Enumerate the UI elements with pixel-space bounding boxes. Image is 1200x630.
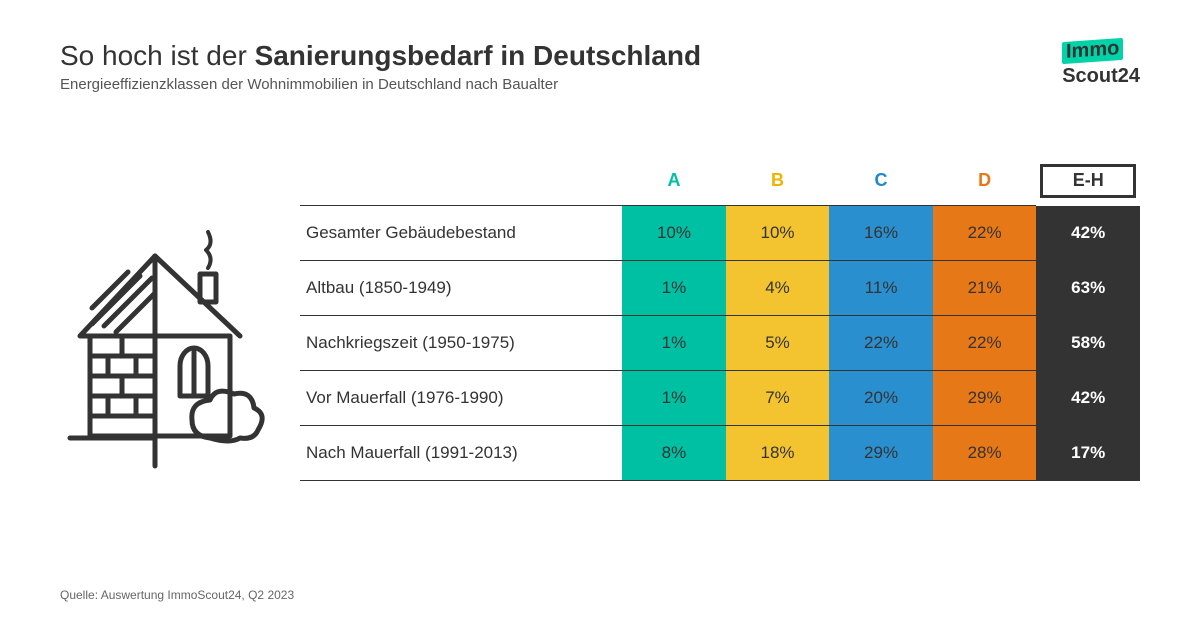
cell-b: 18%	[726, 426, 830, 481]
table-header-row: A B C D E-H	[300, 160, 1140, 206]
cell-a: 1%	[622, 316, 726, 371]
infographic-page: So hoch ist der Sanierungsbedarf in Deut…	[0, 0, 1200, 630]
row-label: Vor Mauerfall (1976-1990)	[300, 371, 622, 426]
header-col-c: C	[829, 160, 933, 206]
logo-line1: Immo	[1062, 38, 1123, 64]
header-col-b: B	[726, 160, 830, 206]
header-col-d: D	[933, 160, 1037, 206]
cell-c: 29%	[829, 426, 933, 481]
table-row: Altbau (1850-1949)1%4%11%21%63%	[300, 261, 1140, 316]
table-row: Vor Mauerfall (1976-1990)1%7%20%29%42%	[300, 371, 1140, 426]
row-label: Nachkriegszeit (1950-1975)	[300, 316, 622, 371]
row-label: Nach Mauerfall (1991-2013)	[300, 426, 622, 481]
header: So hoch ist der Sanierungsbedarf in Deut…	[60, 40, 1140, 93]
cell-e: 58%	[1036, 316, 1140, 371]
page-subtitle: Energieeffizienzklassen der Wohnimmobili…	[60, 76, 1140, 93]
header-col-eh-label: E-H	[1040, 164, 1136, 198]
header-col-a: A	[622, 160, 726, 206]
title-light: So hoch ist der	[60, 40, 255, 71]
cell-b: 4%	[726, 261, 830, 316]
row-label: Altbau (1850-1949)	[300, 261, 622, 316]
title-bold: Sanierungsbedarf in Deutschland	[255, 40, 702, 71]
cell-a: 1%	[622, 261, 726, 316]
row-label: Gesamter Gebäudebestand	[300, 206, 622, 261]
cell-d: 22%	[933, 206, 1037, 261]
source-footer: Quelle: Auswertung ImmoScout24, Q2 2023	[60, 588, 294, 602]
brand-logo: Immo Scout24	[1062, 40, 1140, 87]
table-body: Gesamter Gebäudebestand10%10%16%22%42%Al…	[300, 206, 1140, 481]
cell-d: 21%	[933, 261, 1037, 316]
cell-c: 11%	[829, 261, 933, 316]
cell-d: 22%	[933, 316, 1037, 371]
cell-e: 63%	[1036, 261, 1140, 316]
header-col-eh: E-H	[1036, 160, 1140, 206]
cell-d: 28%	[933, 426, 1037, 481]
house-illustration	[60, 216, 300, 481]
table-row: Gesamter Gebäudebestand10%10%16%22%42%	[300, 206, 1140, 261]
cell-a: 1%	[622, 371, 726, 426]
cell-e: 17%	[1036, 426, 1140, 481]
cell-c: 16%	[829, 206, 933, 261]
cell-e: 42%	[1036, 371, 1140, 426]
cell-c: 20%	[829, 371, 933, 426]
page-title: So hoch ist der Sanierungsbedarf in Deut…	[60, 40, 1140, 72]
energy-class-table: A B C D E-H Gesamter Gebäudebestand10%10…	[300, 160, 1140, 481]
house-icon	[60, 216, 280, 476]
cell-a: 10%	[622, 206, 726, 261]
cell-d: 29%	[933, 371, 1037, 426]
header-empty	[300, 160, 622, 206]
cell-b: 5%	[726, 316, 830, 371]
table-row: Nachkriegszeit (1950-1975)1%5%22%22%58%	[300, 316, 1140, 371]
cell-a: 8%	[622, 426, 726, 481]
cell-e: 42%	[1036, 206, 1140, 261]
table-row: Nach Mauerfall (1991-2013)8%18%29%28%17%	[300, 426, 1140, 481]
cell-b: 10%	[726, 206, 830, 261]
logo-line2: Scout24	[1062, 66, 1140, 87]
data-table-wrap: A B C D E-H Gesamter Gebäudebestand10%10…	[300, 160, 1140, 481]
cell-c: 22%	[829, 316, 933, 371]
content-row: A B C D E-H Gesamter Gebäudebestand10%10…	[60, 160, 1140, 481]
cell-b: 7%	[726, 371, 830, 426]
